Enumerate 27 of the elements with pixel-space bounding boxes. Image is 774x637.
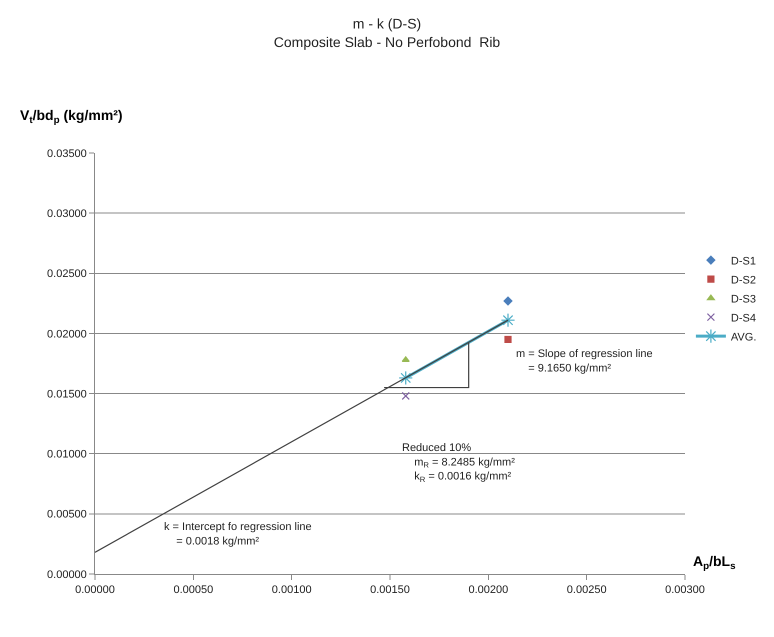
y-tick-label: 0.02000 xyxy=(47,328,87,340)
y-tick-label: 0.00000 xyxy=(47,568,87,581)
x-tick-label: 0.00050 xyxy=(173,584,214,596)
x-tick-label: 0.00200 xyxy=(468,584,508,596)
y-tick-label: 0.01000 xyxy=(47,448,87,461)
y-axis-title: V$_{t}$/bd$_{p}$ (kg/mm²) xyxy=(20,107,123,126)
x-tick-label: 0.00300 xyxy=(665,584,705,596)
x-tick-label: 0.00250 xyxy=(566,584,607,596)
annotation: Reduced 10% m$_{R}$ = 8.2485 kg/mm² k$_{R}$ = 0.0016 kg/mm² xyxy=(402,442,516,484)
legend-label: D-S3 xyxy=(730,293,756,306)
x-axis-title: A$_{p}$/bL$_{s}$ xyxy=(693,553,736,572)
chart-title: m - k (D-S) xyxy=(352,16,422,32)
chart-subtitle: Composite Slab - No Perfobond Rib xyxy=(274,34,500,50)
legend-label: D-S1 xyxy=(730,255,756,268)
x-tick-label: 0.00000 xyxy=(75,584,115,596)
x-tick-label: 0.00100 xyxy=(272,584,312,596)
legend-label: D-S2 xyxy=(730,274,756,286)
y-tick-label: 0.01500 xyxy=(47,388,87,400)
y-tick-label: 0.02500 xyxy=(47,268,87,280)
annotation: m = Slope of regression line = 9.1650 kg/mm² xyxy=(516,348,653,374)
y-tick-label: 0.03000 xyxy=(47,208,87,220)
legend-label: AVG. xyxy=(730,331,756,344)
annotation: k = Intercept fo regression line = 0.0018 kg/mm² xyxy=(164,521,312,548)
x-tick-label: 0.00150 xyxy=(370,584,410,596)
y-tick-label: 0.03500 xyxy=(47,148,87,160)
legend-label: D-S4 xyxy=(730,312,756,324)
y-tick-label: 0.00500 xyxy=(47,508,87,521)
